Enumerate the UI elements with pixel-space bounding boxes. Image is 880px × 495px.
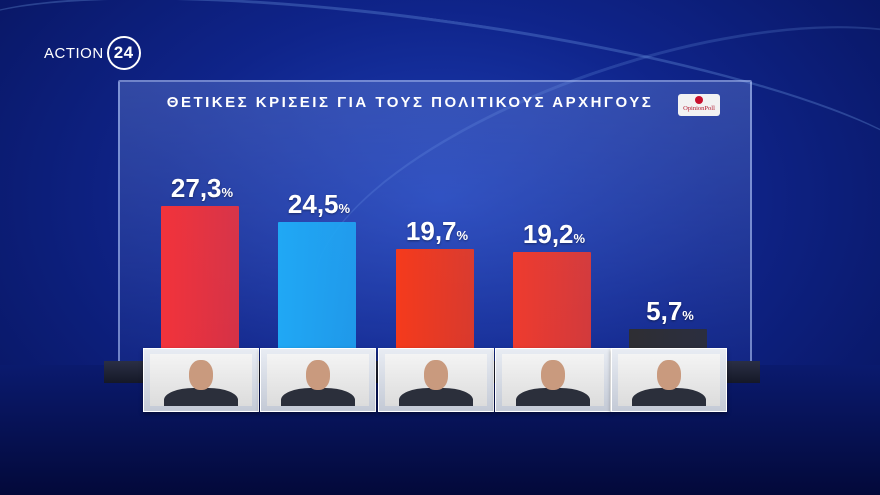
value-number: 24,5 [287,189,339,219]
chart-title: ΘΕΤΙΚΕΣ ΚΡΙΣΕΙΣ ΓΙΑ ΤΟΥΣ ΠΟΛΙΤΙΚΟΥΣ ΑΡΧΗ… [166,94,654,111]
bar-1 [161,206,239,362]
portrait-photo [502,354,604,406]
leader-photo-card-2 [260,348,376,412]
source-logo-icon [695,96,703,104]
portrait-head [306,360,330,390]
portrait-head [657,360,681,390]
value-number: 19,2 [522,219,574,250]
value-number: 5,7 [646,296,683,327]
bar-value-label-4: 19,2% [504,219,604,250]
portrait-suit [516,388,590,406]
logo-text: ACTION [44,44,104,62]
bar-3 [396,249,474,362]
portrait-photo [267,354,369,406]
leader-photo-card-3 [378,348,494,412]
value-number: 27,3 [170,173,222,203]
value-unit: % [573,231,586,247]
value-unit: % [221,185,234,200]
logo-number: 24 [106,36,141,70]
portrait-photo [150,354,252,406]
portrait-suit [164,388,238,406]
source-logo: OpinionPoll [678,94,720,116]
bar-value-label-1: 27,3% [152,173,252,204]
portrait-suit [281,388,355,406]
leader-photo-card-5 [611,348,727,412]
value-unit: % [456,228,469,244]
portrait-photo [618,354,720,406]
source-name: OpinionPoll [683,105,715,112]
portrait-suit [399,388,473,406]
value-unit: % [338,201,351,216]
portrait-head [189,360,213,390]
bar-4 [513,252,591,362]
portrait-head [424,360,448,390]
leader-photo-card-4 [495,348,611,412]
bar-value-label-3: 19,7% [387,216,487,247]
channel-logo: ACTION 24 [44,36,141,70]
bar-2 [278,222,356,362]
bar-value-label-2: 24,5% [269,189,369,220]
value-number: 19,7 [405,216,457,247]
bar-value-label-5: 5,7% [620,296,720,327]
portrait-photo [385,354,487,406]
portrait-head [541,360,565,390]
value-unit: % [682,308,694,324]
leader-photo-card-1 [143,348,259,412]
portrait-suit [632,388,706,406]
